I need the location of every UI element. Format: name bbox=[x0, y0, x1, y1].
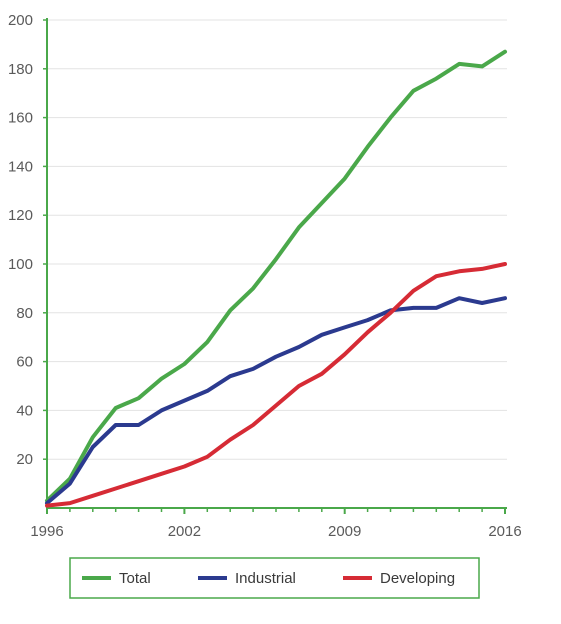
series-line-industrial bbox=[45, 296, 507, 506]
y-tick-label: 80 bbox=[16, 305, 33, 322]
y-tick-label: 60 bbox=[16, 354, 33, 371]
y-tick-label: 120 bbox=[8, 207, 33, 224]
gridlines bbox=[47, 19, 507, 460]
series-line-developing bbox=[45, 262, 507, 508]
y-tick-label: 40 bbox=[16, 402, 33, 419]
x-tick-label: 2002 bbox=[168, 523, 201, 540]
y-tick-label: 140 bbox=[8, 158, 33, 175]
y-tick-label: 20 bbox=[16, 451, 33, 468]
series-line-total bbox=[45, 49, 507, 503]
legend-label-total: Total bbox=[119, 570, 151, 587]
y-axis-ticks: 20 40 60 80 100 120 140 160 180 200 bbox=[8, 12, 47, 468]
x-tick-label: 1996 bbox=[30, 523, 63, 540]
legend: Total Industrial Developing bbox=[69, 557, 480, 599]
legend-label-industrial: Industrial bbox=[235, 570, 296, 587]
y-tick-label: 160 bbox=[8, 110, 33, 127]
x-tick-label: 2009 bbox=[328, 523, 361, 540]
series-lines bbox=[45, 49, 507, 508]
x-axis-ticks: 1996 2002 2009 2016 bbox=[30, 508, 522, 540]
x-tick-label: 2016 bbox=[488, 523, 521, 540]
legend-label-developing: Developing bbox=[380, 570, 455, 587]
legend-box bbox=[69, 557, 480, 599]
y-tick-label: 100 bbox=[8, 256, 33, 273]
y-tick-label: 180 bbox=[8, 61, 33, 78]
y-tick-label: 200 bbox=[8, 12, 33, 29]
